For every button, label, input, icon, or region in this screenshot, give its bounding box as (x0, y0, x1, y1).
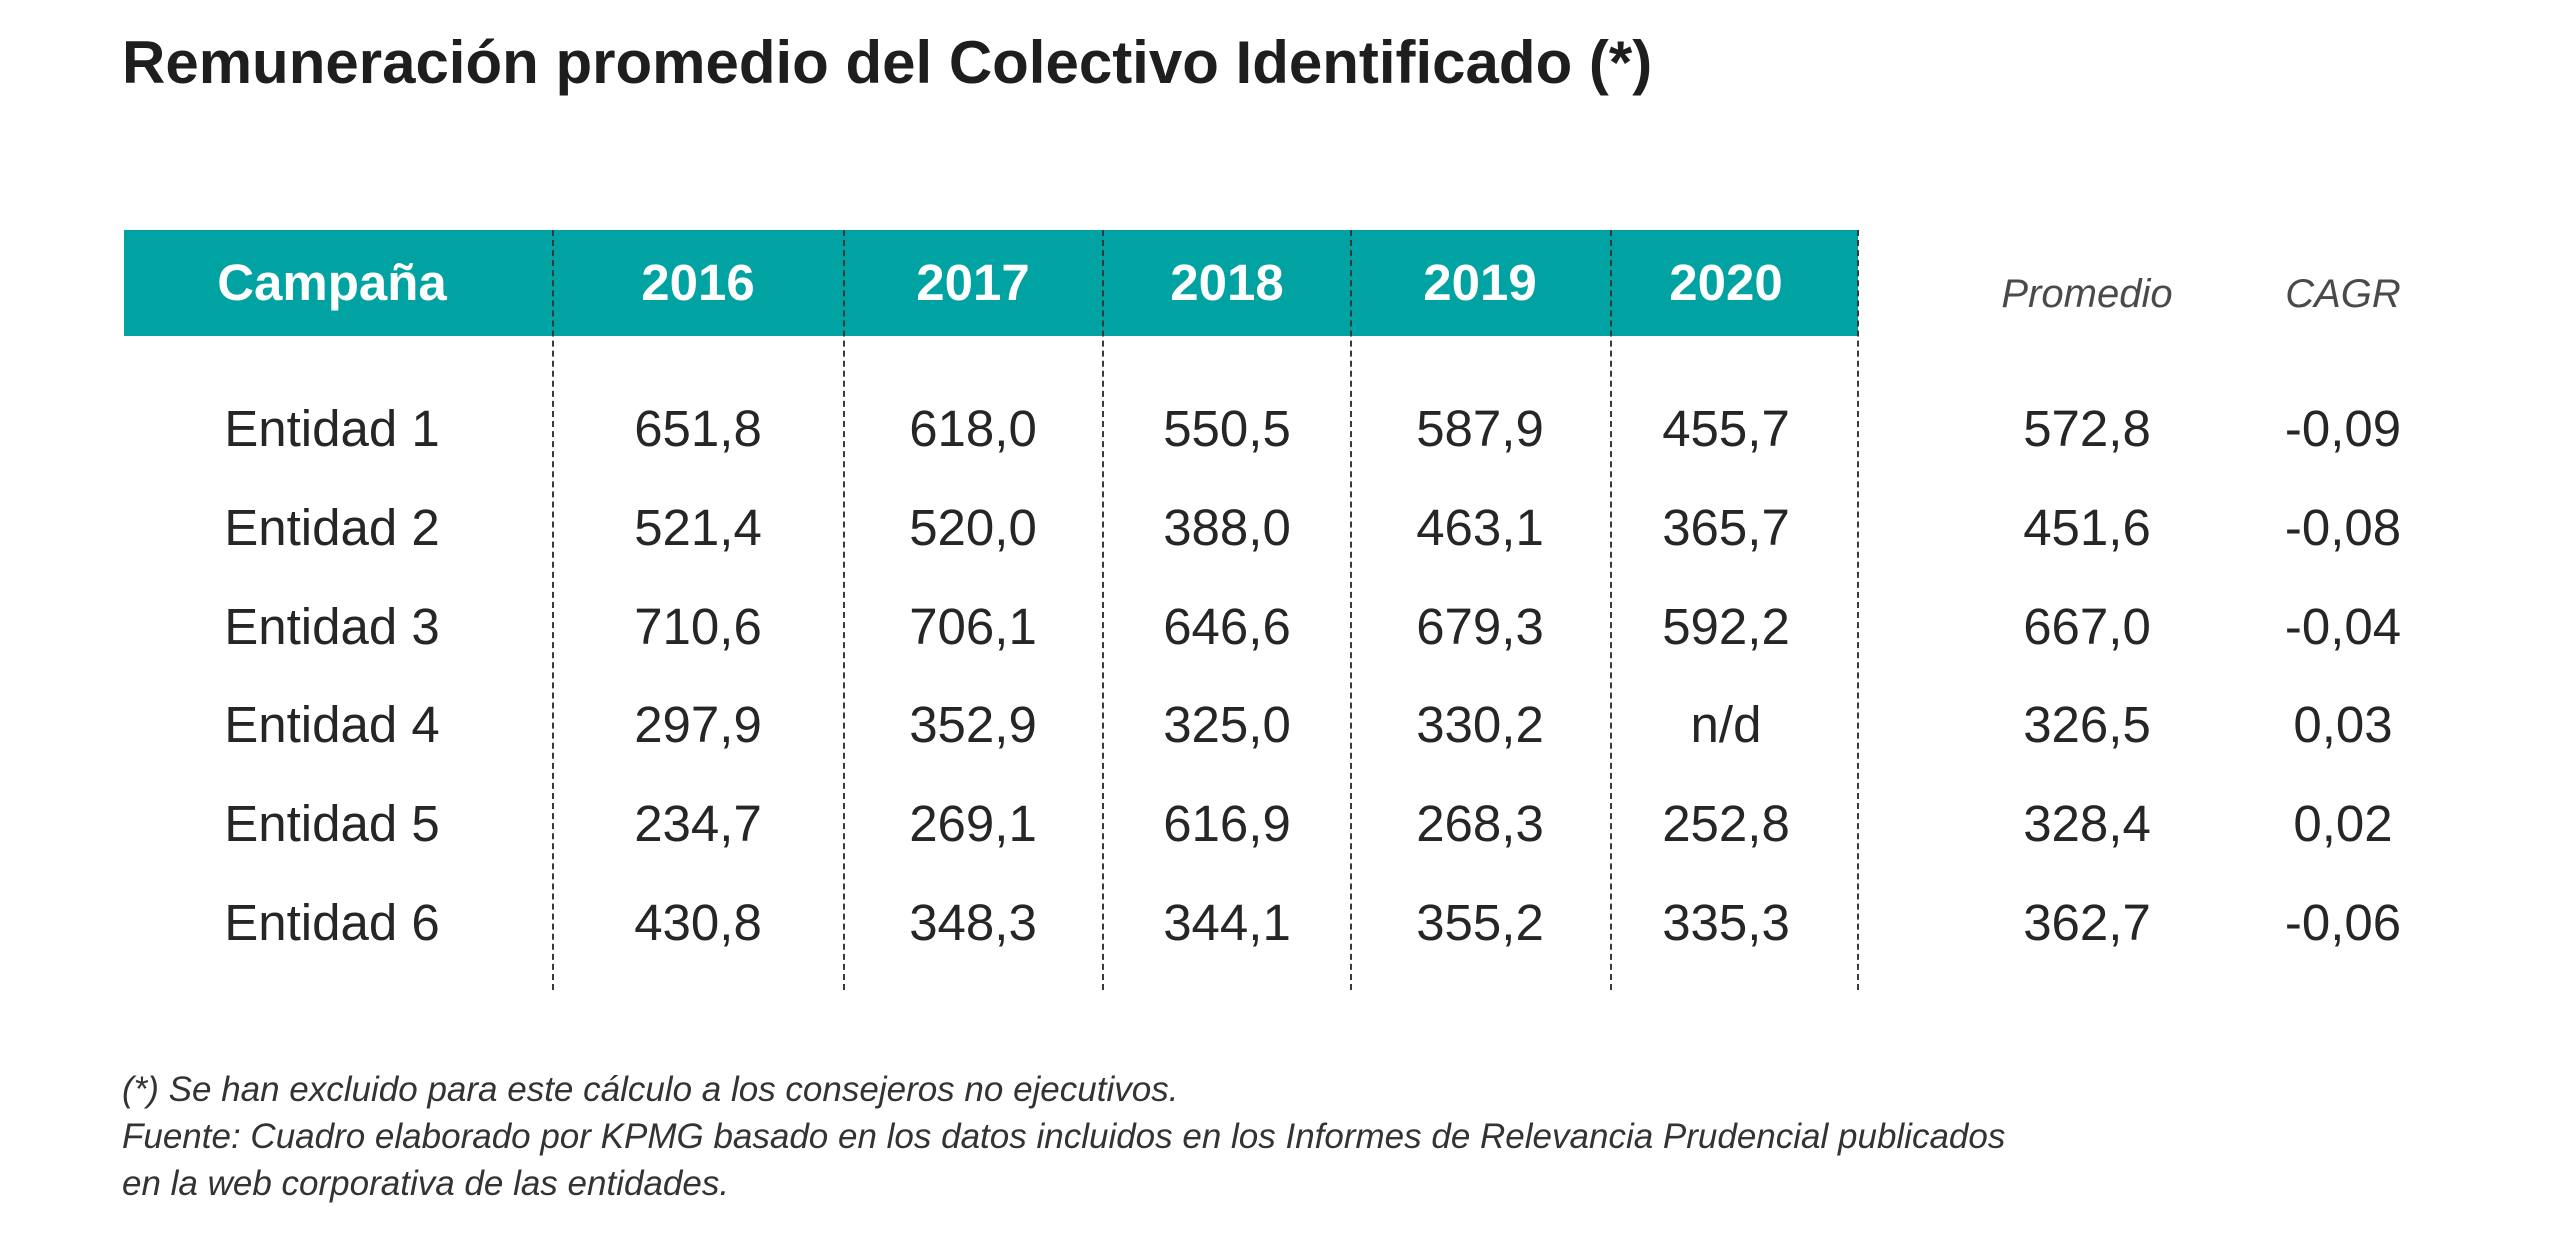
table-cell: 388,0 (1163, 499, 1291, 556)
table-cell: 269,1 (909, 795, 1037, 852)
table-header-band (124, 230, 1858, 336)
row-label: Entidad 2 (224, 499, 440, 556)
row-label: Entidad 1 (224, 400, 440, 457)
table-cell: 616,9 (1163, 795, 1291, 852)
table-cell: 706,1 (909, 598, 1037, 655)
table-cell: 268,3 (1416, 795, 1544, 852)
table-cell: 521,4 (634, 499, 762, 556)
cagr-cell: -0,09 (2284, 400, 2402, 457)
header-year-2016: 2016 (641, 254, 755, 311)
column-divider (1610, 230, 1612, 990)
table-cell: 365,7 (1662, 499, 1790, 556)
column-divider (1350, 230, 1352, 990)
promedio-cell: 451,6 (2023, 499, 2151, 556)
header-cagr: CAGR (2285, 272, 2401, 316)
table-cell: 646,6 (1163, 598, 1291, 655)
table-cell: 463,1 (1416, 499, 1544, 556)
footnote-source-continued: en la web corporativa de las entidades. (122, 1164, 730, 1203)
table-cell: 252,8 (1662, 795, 1790, 852)
column-divider (843, 230, 845, 990)
promedio-cell: 572,8 (2023, 400, 2151, 457)
header-year-2020: 2020 (1669, 254, 1783, 311)
table-cell: 592,2 (1662, 598, 1790, 655)
table-cell: 651,8 (634, 400, 762, 457)
table-cell: 344,1 (1163, 894, 1291, 951)
table-cell: 679,3 (1416, 598, 1544, 655)
header-promedio: Promedio (2001, 272, 2173, 316)
table-cell: 234,7 (634, 795, 762, 852)
column-divider (1102, 230, 1104, 990)
cagr-cell: -0,06 (2284, 894, 2402, 951)
table-cell: 355,2 (1416, 894, 1544, 951)
row-label: Entidad 4 (224, 696, 440, 753)
table-cell: 297,9 (634, 696, 762, 753)
cagr-cell: 0,02 (2293, 795, 2393, 852)
row-label: Entidad 6 (224, 894, 440, 951)
footnote-source: Fuente: Cuadro elaborado por KPMG basado… (122, 1117, 2006, 1156)
table-cell: 430,8 (634, 894, 762, 951)
footnote-exclusion: (*) Se han excluido para este cálculo a … (122, 1070, 1179, 1109)
row-label: Entidad 5 (224, 795, 440, 852)
header-year-2018: 2018 (1170, 254, 1284, 311)
table-cell: 455,7 (1662, 400, 1790, 457)
promedio-cell: 667,0 (2023, 598, 2151, 655)
row-label: Entidad 3 (224, 598, 440, 655)
table-cell: 587,9 (1416, 400, 1544, 457)
table-cell: 520,0 (909, 499, 1037, 556)
header-year-2019: 2019 (1423, 254, 1537, 311)
cagr-cell: 0,03 (2293, 696, 2393, 753)
table-cell: 710,6 (634, 598, 762, 655)
table-cell: 348,3 (909, 894, 1037, 951)
table-cell: 335,3 (1662, 894, 1790, 951)
column-divider (1857, 230, 1859, 990)
column-divider (552, 230, 554, 990)
table-cell: n/d (1690, 696, 1762, 753)
header-year-2017: 2017 (916, 254, 1030, 311)
table-cell: 325,0 (1163, 696, 1291, 753)
cagr-cell: -0,04 (2284, 598, 2402, 655)
page-title: Remuneración promedio del Colectivo Iden… (122, 29, 1653, 96)
promedio-cell: 362,7 (2023, 894, 2151, 951)
table-cell: 330,2 (1416, 696, 1544, 753)
cagr-cell: -0,08 (2284, 499, 2402, 556)
table-cell: 550,5 (1163, 400, 1291, 457)
promedio-cell: 326,5 (2023, 696, 2151, 753)
table-cell: 618,0 (909, 400, 1037, 457)
promedio-cell: 328,4 (2023, 795, 2151, 852)
header-campana: Campaña (217, 254, 447, 311)
table-cell: 352,9 (909, 696, 1037, 753)
